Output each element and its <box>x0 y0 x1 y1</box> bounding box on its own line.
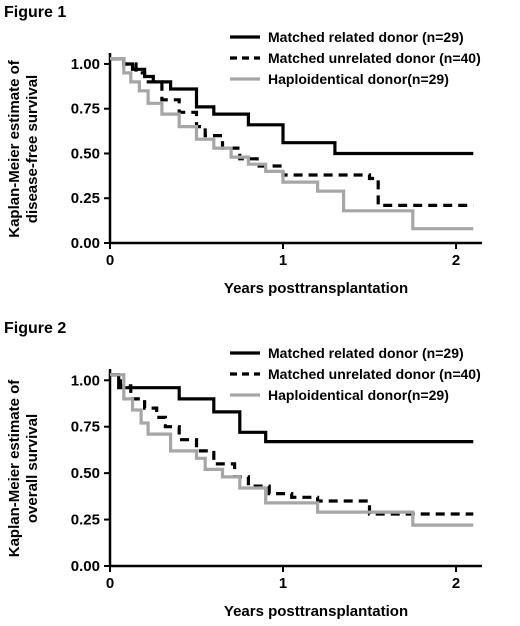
x-tick-label: 1 <box>279 575 287 592</box>
legend-label: Haploidentical donor(n=29) <box>268 387 449 403</box>
x-axis-label: Years posttransplantation <box>224 603 408 620</box>
x-tick-label: 2 <box>452 252 460 269</box>
y-tick-label: 0.25 <box>71 190 100 207</box>
series-line-1 <box>110 373 474 444</box>
x-tick-label: 0 <box>106 575 114 592</box>
figure-title: Figure 1 <box>4 4 66 21</box>
y-tick-label: 0.75 <box>71 419 100 436</box>
figure-title: Figure 2 <box>4 320 66 337</box>
series-line-3 <box>110 373 474 527</box>
y-tick-label: 0.50 <box>71 465 100 482</box>
chart-figure-2: Figure 2 0.00 0.25 0.50 0.75 1.00 0 1 2 Years pos… <box>4 320 482 620</box>
series-line-2 <box>110 373 474 516</box>
legend-label: Matched related donor (n=29) <box>268 29 464 45</box>
y-tick-label: 0.00 <box>71 558 100 575</box>
y-tick-label: 0.75 <box>71 101 100 118</box>
series-line-1 <box>110 57 474 156</box>
y-tick-label: 1.00 <box>71 372 100 389</box>
x-tick-label: 0 <box>106 252 114 269</box>
y-tick-label: 0.50 <box>71 145 100 162</box>
y-axis-label: Kaplan-Meier estimate ofdisease-free sur… <box>6 59 41 238</box>
chart-figure-1: Figure 1 0.00 0.25 0.50 0.75 1.00 0 1 2 Years pos… <box>4 4 482 297</box>
y-axis-label-line: disease-free survival <box>24 75 41 223</box>
legend-label: Haploidentical donor(n=29) <box>268 71 449 87</box>
x-tick-label: 2 <box>452 575 460 592</box>
series-line-2 <box>110 57 474 207</box>
y-axis-label: Kaplan-Meier estimate ofoverall survival <box>6 379 41 558</box>
series-line-3 <box>110 57 474 231</box>
y-tick-label: 1.00 <box>71 56 100 73</box>
legend-label: Matched unrelated donor (n=40) <box>268 366 481 382</box>
x-axis-label: Years posttransplantation <box>224 280 408 297</box>
y-axis-label-line: overall survival <box>24 414 41 523</box>
y-tick-label: 0.25 <box>71 512 100 529</box>
legend-label: Matched related donor (n=29) <box>268 345 464 361</box>
y-axis-label-line: Kaplan-Meier estimate of <box>6 59 23 238</box>
x-tick-label: 1 <box>279 252 287 269</box>
y-axis-label-line: Kaplan-Meier estimate of <box>6 379 23 558</box>
y-tick-label: 0.00 <box>71 235 100 252</box>
legend-label: Matched unrelated donor (n=40) <box>268 50 481 66</box>
